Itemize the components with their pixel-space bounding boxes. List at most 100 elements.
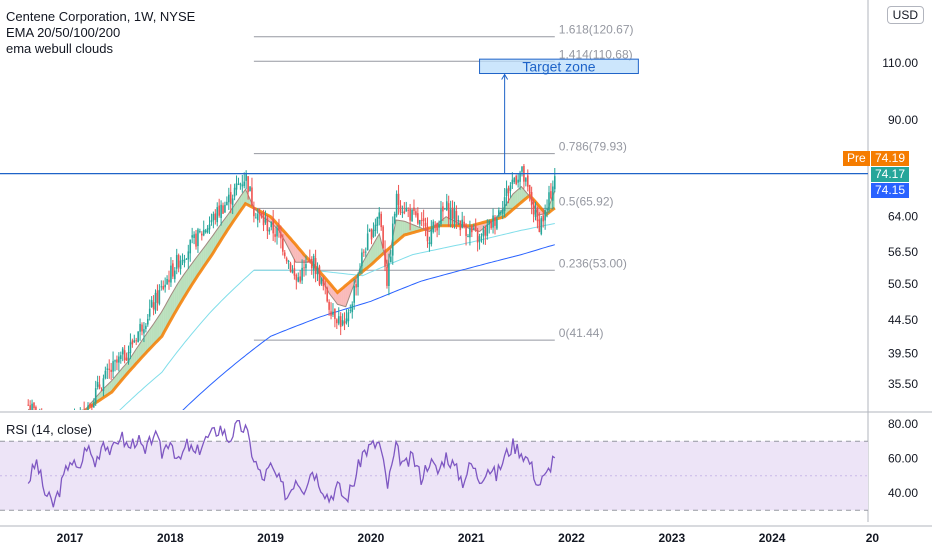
- candle-body: [426, 226, 429, 242]
- candle: [397, 184, 400, 215]
- candle-body: [301, 267, 303, 281]
- ema-cloud-segment: [188, 265, 191, 291]
- candle-body: [199, 231, 201, 233]
- ema-cloud-segment: [209, 237, 212, 259]
- ema-cloud-segment: [132, 351, 135, 368]
- candle-body: [459, 220, 462, 231]
- candle-body: [378, 212, 381, 219]
- candle: [110, 362, 112, 380]
- candle-body: [467, 236, 469, 238]
- candle: [486, 219, 489, 240]
- ema-cloud-segment: [446, 216, 449, 226]
- candle: [513, 176, 516, 184]
- candle-body: [548, 192, 550, 211]
- candle-body: [376, 217, 379, 226]
- candle: [347, 308, 350, 327]
- candle: [172, 259, 174, 280]
- candle: [467, 233, 469, 238]
- candle-body: [119, 355, 122, 360]
- candle-body: [490, 220, 492, 229]
- candle-body: [401, 212, 404, 213]
- candle-body: [355, 284, 357, 288]
- candle-body: [484, 227, 487, 236]
- candle-body: [305, 264, 307, 269]
- candle-body: [239, 183, 242, 185]
- candle-body: [189, 239, 192, 254]
- candle-body: [455, 211, 458, 224]
- candle-body: [141, 324, 143, 332]
- candle-body: [399, 205, 402, 213]
- candle-body: [195, 233, 197, 247]
- candle-body: [235, 183, 238, 190]
- candle: [104, 366, 107, 380]
- candle: [141, 322, 143, 336]
- candle-body: [118, 356, 120, 363]
- target-zone-label: Target zone: [522, 58, 595, 74]
- candle-body: [386, 266, 388, 286]
- candle: [426, 217, 429, 248]
- candle-body: [345, 318, 348, 323]
- candle: [536, 206, 539, 229]
- indicator-ema-label[interactable]: EMA 20/50/100/200: [6, 25, 121, 40]
- candle-body: [183, 259, 186, 263]
- ema-cloud-segment: [163, 305, 166, 334]
- candle-body: [374, 224, 377, 232]
- candle-body: [210, 220, 213, 223]
- candle: [349, 304, 352, 314]
- candle: [256, 208, 259, 228]
- candle: [476, 227, 479, 252]
- ema-cloud-segment: [136, 346, 139, 364]
- candle-body: [91, 404, 93, 408]
- candle: [285, 256, 288, 264]
- fib-level-label: 0.786(79.93): [559, 140, 627, 154]
- candle-body: [268, 229, 271, 232]
- candle: [478, 233, 481, 250]
- ema-cloud-segment: [393, 220, 396, 245]
- candle-body: [135, 340, 138, 342]
- candle: [442, 202, 444, 222]
- candle: [83, 401, 85, 410]
- time-axis-tick: 2020: [358, 531, 385, 545]
- candle: [330, 302, 332, 320]
- candle-body: [409, 208, 411, 221]
- candle: [380, 211, 382, 231]
- ema-cloud-segment: [30, 411, 32, 415]
- candle-body: [330, 311, 332, 316]
- candle-body: [418, 220, 421, 225]
- candle-body: [216, 207, 219, 223]
- candle: [212, 211, 215, 229]
- candle-body: [133, 340, 136, 343]
- candle: [484, 225, 487, 245]
- candle: [415, 208, 417, 218]
- candle: [162, 280, 165, 291]
- ema-cloud-segment: [140, 340, 143, 360]
- candle-body: [417, 213, 419, 224]
- rsi-title[interactable]: RSI (14, close): [6, 422, 92, 437]
- candle: [301, 259, 303, 285]
- candle: [326, 286, 328, 303]
- candle: [449, 200, 452, 228]
- ema-cloud-segment: [153, 320, 156, 345]
- candle-body: [368, 230, 371, 232]
- candle: [258, 208, 261, 223]
- candle-body: [146, 318, 149, 325]
- candle-body: [461, 219, 463, 228]
- candle-body: [280, 233, 282, 239]
- candle: [471, 224, 473, 238]
- candle: [496, 215, 498, 231]
- ema-cloud-segment: [372, 241, 376, 263]
- candle-body: [224, 204, 226, 213]
- candle: [393, 211, 396, 225]
- ema-cloud-segment: [38, 417, 40, 419]
- ema-cloud-segment: [157, 315, 160, 341]
- candle: [255, 212, 257, 219]
- candle-body: [114, 360, 116, 362]
- candle-body: [272, 219, 274, 234]
- candle-body: [312, 255, 315, 271]
- candle: [422, 209, 425, 230]
- ema-cloud-segment: [151, 323, 154, 347]
- currency-button[interactable]: USD: [886, 6, 924, 24]
- ema-cloud-segment: [134, 349, 137, 366]
- indicator-clouds-label[interactable]: ema webull clouds: [6, 41, 113, 56]
